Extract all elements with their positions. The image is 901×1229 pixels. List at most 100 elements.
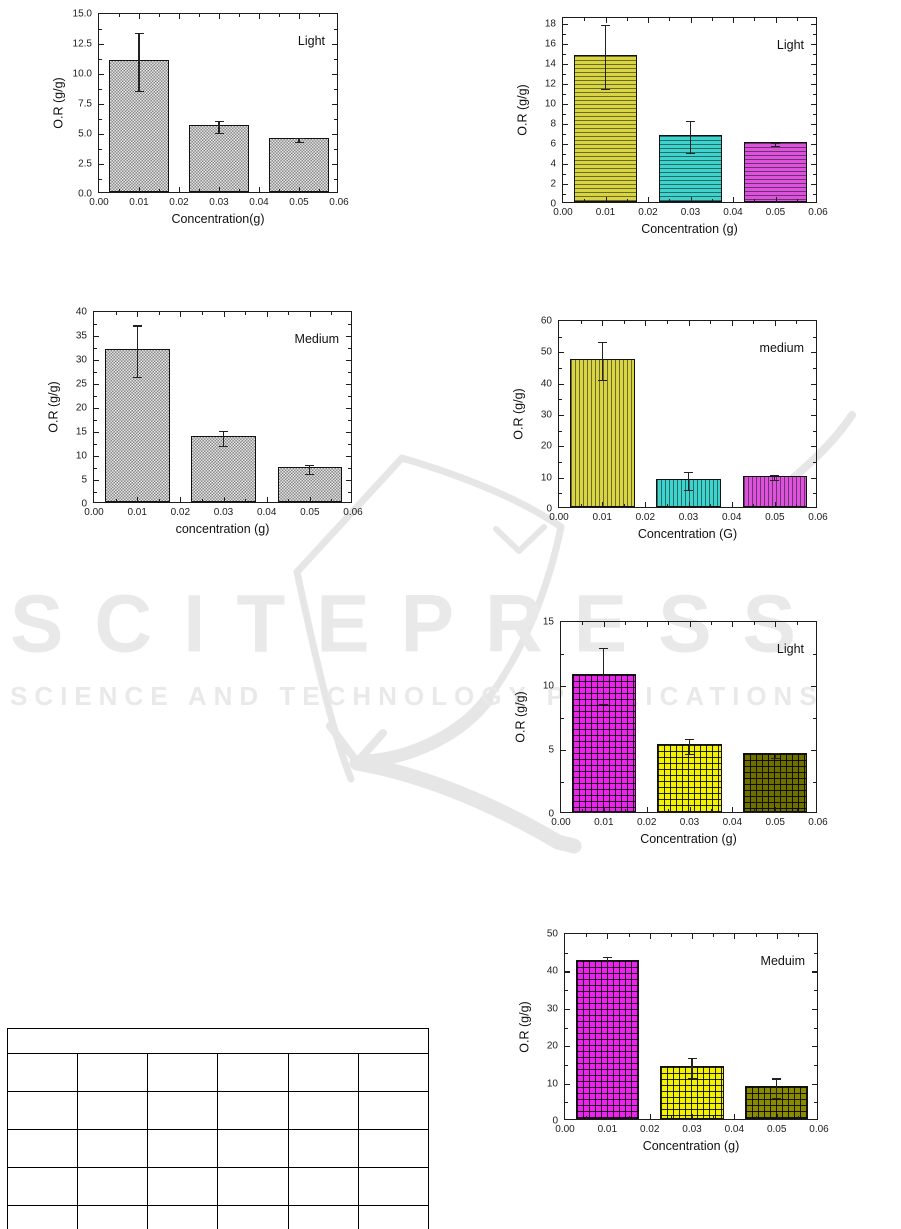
y-axis-label: O.R (g/g) — [512, 388, 526, 440]
x-axis-label: Concentration (g) — [641, 222, 738, 236]
y-tick-label: 10 — [542, 680, 554, 692]
x-minor-tick — [159, 14, 160, 17]
bar-x0.05 — [743, 142, 808, 202]
x-minor-tick — [623, 321, 625, 324]
y-axis-label: O.R (g/g) — [47, 381, 61, 433]
y-minor-tick — [99, 59, 102, 60]
x-major-tick — [602, 321, 604, 326]
y-major-tick — [812, 1046, 817, 1048]
error-bar — [606, 957, 608, 967]
x-tick-label: 0.02 — [169, 197, 189, 208]
error-bar-cap — [214, 120, 224, 122]
x-major-tick — [690, 197, 692, 202]
error-bar-cap — [770, 475, 780, 477]
bar-x0.01 — [569, 359, 635, 507]
y-minor-tick — [99, 179, 102, 180]
x-tick-label: 0.01 — [594, 817, 614, 828]
y-major-tick — [332, 74, 337, 76]
y-minor-tick — [94, 492, 97, 493]
x-minor-tick — [584, 18, 586, 21]
error-bar — [603, 647, 605, 704]
x-major-tick — [219, 14, 221, 19]
error-bar — [604, 25, 607, 89]
x-minor-tick — [753, 504, 755, 507]
x-major-tick — [732, 807, 734, 812]
y-major-tick — [346, 384, 351, 386]
x-tick-label: 0.06 — [809, 1124, 829, 1135]
x-minor-tick — [331, 312, 333, 315]
x-tick-label: 0.06 — [808, 207, 828, 218]
x-major-tick — [179, 187, 181, 192]
x-major-tick — [137, 312, 139, 317]
y-tick-label: 25 — [75, 378, 87, 390]
x-major-tick — [299, 14, 301, 19]
error-bar-cap — [214, 132, 224, 134]
x-minor-tick — [755, 1116, 757, 1119]
y-minor-tick — [814, 1064, 817, 1066]
y-tick-label: 10 — [75, 450, 87, 462]
y-major-tick — [563, 144, 568, 146]
x-major-tick — [602, 502, 604, 507]
x-minor-tick — [115, 312, 117, 315]
x-minor-tick — [279, 14, 280, 17]
table-cell — [217, 1205, 289, 1229]
x-tick-label: 0.06 — [329, 197, 349, 208]
y-tick-label: 20 — [75, 402, 87, 414]
y-tick-label: 2.5 — [78, 158, 92, 170]
y-tick-label: 30 — [75, 354, 87, 366]
table-cell — [287, 1129, 359, 1168]
table-row — [6, 1205, 430, 1229]
chart-c5-plot-area: 0 5 10 15 0.00 0.01 0.02 0.03 0.04 0.05 0.06 Concen… — [514, 617, 828, 847]
y-tick-label: 50 — [540, 346, 552, 358]
y-minor-tick — [559, 399, 562, 401]
y-tick-label: 35 — [75, 330, 87, 342]
x-major-tick — [223, 497, 225, 502]
x-minor-tick — [669, 18, 671, 21]
table-cell — [217, 1091, 289, 1130]
y-axis-label: O.R (g/g) — [514, 691, 528, 743]
x-minor-tick — [625, 622, 627, 625]
x-minor-tick — [279, 189, 280, 192]
y-minor-tick — [334, 179, 337, 180]
y-minor-tick — [348, 396, 351, 397]
bar-x0.03 — [189, 124, 249, 192]
x-major-tick — [689, 622, 691, 627]
y-major-tick — [811, 750, 816, 752]
x-tick-label: 0.01 — [597, 1124, 618, 1135]
y-major-tick — [563, 184, 568, 186]
error-bar — [774, 142, 777, 146]
table-cell — [357, 1167, 430, 1206]
y-tick-label: 10.0 — [72, 68, 92, 80]
y-major-tick — [94, 456, 99, 458]
x-major-tick — [309, 497, 311, 502]
y-major-tick — [811, 64, 816, 66]
y-major-tick — [94, 384, 99, 386]
x-tick-label: 0.04 — [256, 507, 277, 518]
y-minor-tick — [814, 990, 817, 992]
x-minor-tick — [626, 199, 628, 202]
y-tick-label: 16 — [544, 38, 556, 50]
x-major-tick — [692, 1114, 694, 1119]
y-minor-tick — [813, 718, 816, 719]
y-minor-tick — [94, 324, 97, 325]
x-major-tick — [775, 807, 777, 812]
y-minor-tick — [563, 94, 566, 95]
x-minor-tick — [668, 622, 670, 625]
x-minor-tick — [796, 622, 798, 625]
y-minor-tick — [334, 119, 337, 120]
y-tick-label: 18 — [544, 18, 556, 30]
error-bar-cap — [219, 430, 228, 432]
x-major-tick — [139, 14, 141, 19]
table-cell — [6, 1167, 79, 1206]
y-tick-label: 15 — [542, 616, 554, 628]
y-minor-tick — [559, 493, 562, 495]
error-bar — [776, 1078, 778, 1098]
y-major-tick — [811, 44, 816, 46]
table-cell — [357, 1053, 430, 1092]
table-cell — [77, 1053, 149, 1092]
y-tick-label: 20 — [546, 1040, 558, 1052]
table-cell — [6, 1129, 79, 1168]
x-tick-label: 0.04 — [723, 207, 743, 218]
y-minor-tick — [348, 348, 351, 349]
